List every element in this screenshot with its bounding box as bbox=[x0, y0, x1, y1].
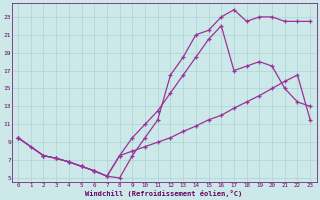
X-axis label: Windchill (Refroidissement éolien,°C): Windchill (Refroidissement éolien,°C) bbox=[85, 190, 243, 197]
